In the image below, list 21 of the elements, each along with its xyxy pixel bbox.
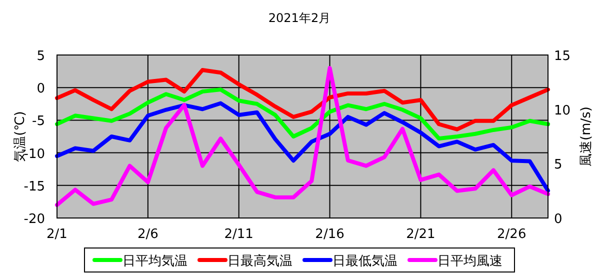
x-tick-label: 2/6 xyxy=(137,227,158,242)
legend-label: 日平均気温 xyxy=(122,254,188,269)
y2-tick-label: 0 xyxy=(554,212,562,227)
x-tick-label: 2/21 xyxy=(406,227,436,242)
y-tick-label: 5 xyxy=(36,49,45,64)
y2-tick-label: 15 xyxy=(554,49,571,64)
y2-tick-label: 10 xyxy=(554,103,571,118)
y-tick-label: 0 xyxy=(36,82,45,97)
x-tick-label: 2/26 xyxy=(497,227,526,242)
y2-tick-label: 5 xyxy=(554,158,562,173)
y-tick-label: -15 xyxy=(24,179,45,194)
x-tick-label: 2/11 xyxy=(224,227,254,242)
x-tick-label: 2/1 xyxy=(46,227,68,242)
chart-title: 2021年2月 xyxy=(268,11,331,25)
y2-axis-title: 風速(m/s) xyxy=(579,106,594,166)
y-tick-label: -5 xyxy=(32,114,45,130)
legend-label: 日最高気温 xyxy=(228,253,292,269)
legend-label: 日平均風速 xyxy=(438,254,502,269)
x-tick-label: 2/16 xyxy=(315,227,344,242)
legend-label: 日最低気温 xyxy=(332,254,398,269)
y-tick-label: -20 xyxy=(24,212,45,227)
